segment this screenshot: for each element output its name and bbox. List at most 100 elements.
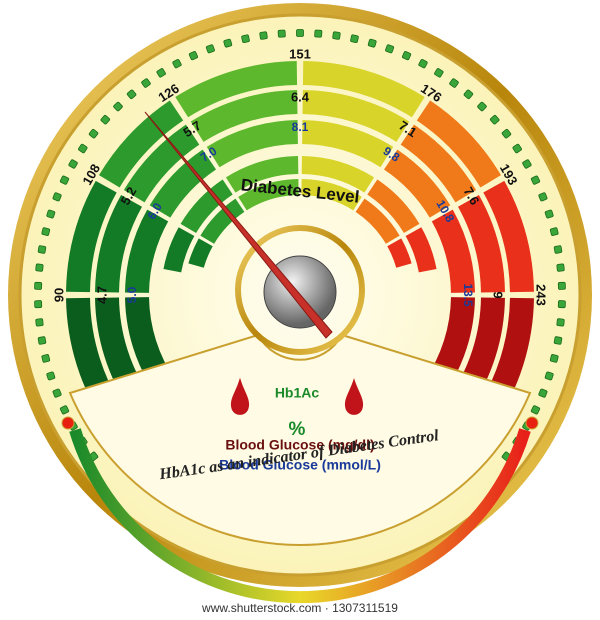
hba1c-label: Hb1Ac — [275, 385, 320, 401]
band-segment — [200, 198, 245, 245]
band-segment — [206, 120, 299, 168]
bead — [172, 59, 182, 69]
band-segment — [188, 238, 213, 268]
bead — [46, 209, 56, 219]
bead — [556, 318, 565, 327]
bead — [34, 281, 43, 290]
band-segment — [175, 61, 298, 118]
band-segment — [457, 194, 505, 293]
bead — [205, 44, 215, 54]
bead — [277, 29, 286, 38]
bead — [35, 318, 44, 327]
bead — [126, 89, 137, 100]
bead — [557, 300, 566, 309]
bead — [557, 281, 566, 290]
bead — [46, 371, 56, 381]
band-segment — [405, 227, 437, 273]
drop — [344, 378, 364, 415]
mmol-label: Blood Glucose (mmol/L) — [219, 457, 381, 473]
band-segment — [302, 61, 425, 118]
scale-label: 13.5 — [461, 283, 475, 307]
bead — [501, 128, 512, 139]
band-segment — [225, 156, 299, 193]
bead — [52, 388, 62, 398]
bead — [68, 159, 78, 169]
bead — [367, 38, 377, 48]
bead — [52, 192, 62, 202]
band-segment — [431, 209, 475, 294]
band-segment — [95, 194, 143, 293]
bead — [223, 38, 233, 48]
band-segment — [99, 100, 184, 188]
bead — [156, 68, 166, 78]
bead — [314, 29, 323, 38]
bead — [332, 31, 341, 40]
scale-label: 151 — [289, 46, 311, 61]
band-segment — [238, 179, 299, 211]
bead — [522, 159, 532, 169]
bead — [259, 31, 268, 40]
bead — [530, 405, 541, 415]
band-segment — [123, 124, 200, 203]
bead — [100, 114, 111, 125]
bead — [402, 51, 412, 61]
band-segment — [301, 179, 362, 211]
scale-label: 90 — [51, 288, 66, 302]
bead — [434, 68, 444, 78]
band-segment — [400, 124, 477, 203]
bead — [41, 354, 51, 363]
bead — [449, 78, 459, 88]
band-segment — [367, 179, 420, 234]
band-segment — [383, 149, 451, 218]
bead — [549, 227, 559, 236]
band-segment — [66, 180, 117, 293]
bead — [538, 388, 548, 398]
scale-label: 5.0 — [125, 286, 139, 303]
band-segment — [483, 180, 534, 293]
bead — [59, 175, 70, 185]
band-segment — [163, 227, 195, 273]
bead — [538, 192, 548, 202]
bead — [553, 336, 563, 345]
bead — [37, 245, 47, 254]
scale-label: 243 — [534, 284, 549, 306]
bead — [350, 34, 359, 43]
bead — [59, 405, 70, 415]
bead — [78, 143, 88, 154]
bead — [477, 101, 487, 112]
bead — [113, 101, 123, 112]
band-segment — [190, 90, 298, 142]
bead — [241, 34, 250, 43]
bead — [463, 89, 474, 100]
band-segment — [301, 156, 375, 193]
band-segment — [387, 238, 412, 268]
band-segment — [149, 149, 217, 218]
bead — [34, 300, 43, 309]
color-bar — [69, 428, 531, 604]
bead-ring — [34, 29, 566, 462]
band-segment — [180, 179, 233, 234]
scale-label: 6.4 — [291, 89, 310, 104]
scale-label: 8.1 — [292, 120, 309, 134]
band-segment — [416, 100, 501, 188]
bead — [385, 44, 395, 54]
watermark: www.shutterstock.com · 1307311519 — [201, 601, 398, 615]
bead — [512, 143, 522, 154]
bead — [88, 128, 99, 139]
band-segment — [125, 209, 169, 294]
bead — [35, 263, 44, 272]
bead — [544, 209, 554, 219]
hub-ring — [235, 225, 365, 355]
needle — [144, 111, 333, 339]
percent-label: % — [289, 419, 306, 440]
scale-label: 9 — [491, 291, 506, 298]
scale-label: 4.7 — [94, 286, 109, 304]
bead — [556, 263, 565, 272]
bead — [489, 114, 500, 125]
bead — [553, 245, 563, 254]
bead — [544, 371, 554, 381]
bead — [530, 175, 541, 185]
band-segment — [302, 90, 410, 142]
bead — [141, 78, 151, 88]
